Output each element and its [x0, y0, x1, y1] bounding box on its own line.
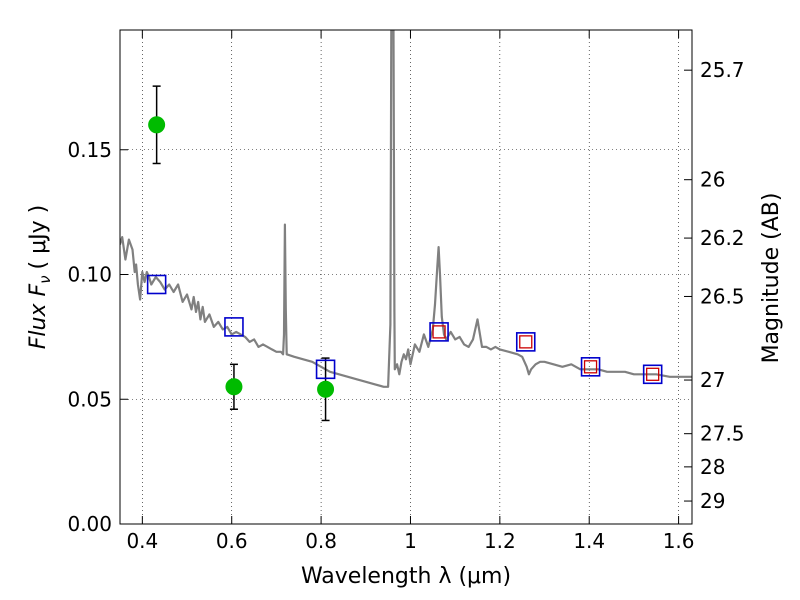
y-axis-label-main: Flux F: [26, 284, 51, 350]
model-flux-square: [642, 364, 663, 385]
y-axis-label-subscript: ν: [36, 275, 54, 283]
y2-tick-label: 26: [700, 168, 725, 192]
x-tick-label: 1.6: [663, 529, 695, 553]
y-tick-label: 0.10: [67, 263, 112, 287]
x-tick-label: 0.6: [216, 529, 248, 553]
y2-tick-label: 25.7: [700, 58, 745, 82]
model-flux-square: [224, 317, 244, 337]
observed-flux-point: [317, 380, 335, 398]
model-flux-square: [146, 274, 167, 295]
x-tick-label: 0.4: [126, 529, 158, 553]
y2-tick-label: 27: [700, 368, 725, 392]
model-flux-square: [315, 359, 336, 380]
y2-tick-label: 26.5: [700, 284, 745, 308]
grid-lines: [120, 30, 692, 524]
y-tick-label: 0.00: [67, 512, 112, 536]
y2-axis-label: Magnitude (AB): [759, 193, 784, 364]
model-flux-square: [432, 325, 446, 339]
axis-ticks: 0.4 0.6 0.8 1 1.2 1.4 1.6 0.00 0.05 0.10 0.15 25.7 2…: [67, 30, 745, 553]
x-tick-label: 0.8: [305, 529, 337, 553]
y2-tick-label: 28: [700, 455, 725, 479]
y-axis-label-unit: ( μJy ): [26, 205, 51, 270]
model-flux-square: [583, 360, 598, 374]
plot-area: [120, 30, 692, 422]
y-axis-label: Flux Fν ( μJy ): [26, 205, 54, 349]
model-flux-square: [580, 357, 601, 377]
y-tick-label: 0.15: [67, 138, 112, 162]
x-tick-label: 1.2: [484, 529, 516, 553]
x-tick-label: 1.4: [573, 529, 605, 553]
x-tick-label: 1: [404, 529, 417, 553]
x-axis-label: Wavelength λ (μm): [301, 564, 511, 589]
model-flux-square: [519, 335, 533, 349]
model-flux-square: [515, 332, 536, 352]
model-spectrum-line: [120, 30, 692, 388]
y2-tick-label: 29: [700, 489, 725, 513]
y-tick-label: 0.05: [67, 387, 112, 411]
plot-clipped-group: [120, 30, 692, 422]
y2-tick-label: 27.5: [700, 422, 745, 446]
model-flux-square: [646, 367, 660, 381]
observed-flux-point: [148, 116, 166, 134]
y2-tick-label: 26.2: [700, 226, 745, 250]
observed-flux-point: [225, 378, 243, 396]
model-flux-square: [429, 322, 449, 342]
plot-frame: [119, 29, 693, 525]
